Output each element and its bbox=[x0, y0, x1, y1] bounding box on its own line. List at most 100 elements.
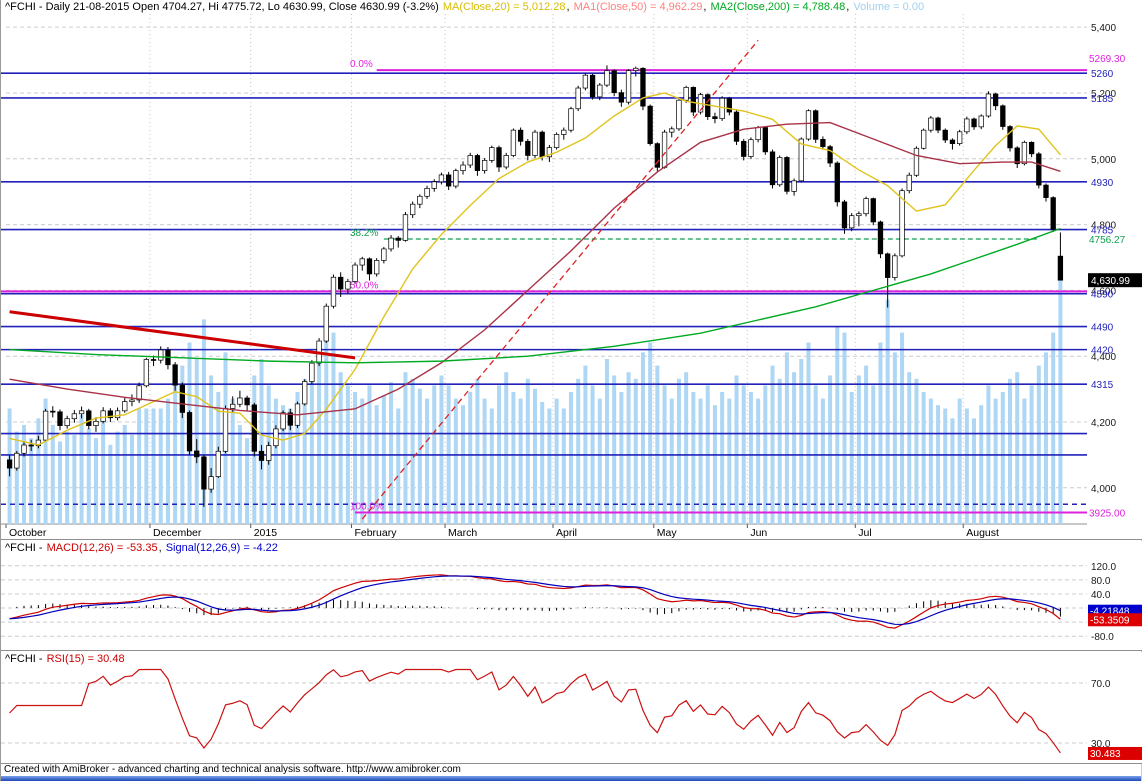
candle bbox=[114, 410, 121, 419]
candle bbox=[877, 221, 884, 255]
candle bbox=[194, 450, 200, 458]
candle bbox=[6, 459, 13, 469]
candle bbox=[374, 260, 380, 275]
candle bbox=[179, 384, 185, 413]
candle bbox=[892, 255, 898, 278]
fib-price-label: 4756.27 bbox=[1089, 235, 1126, 246]
candle bbox=[985, 93, 992, 117]
support-resistance-lines[interactable] bbox=[1, 72, 1087, 506]
fib-pct-label: 38.2% bbox=[350, 228, 378, 239]
x-axis-label: May bbox=[657, 527, 678, 539]
candle bbox=[633, 67, 639, 71]
candle bbox=[366, 258, 373, 275]
x-axis-label: March bbox=[448, 527, 477, 539]
candle bbox=[510, 129, 517, 156]
candle bbox=[1014, 147, 1020, 165]
ma50-line bbox=[9, 121, 1061, 416]
candle bbox=[1050, 197, 1056, 230]
rsi-axis-label: 70.0 bbox=[1091, 679, 1111, 690]
candle bbox=[460, 164, 466, 171]
candle bbox=[172, 364, 178, 386]
candle bbox=[834, 162, 840, 203]
price-axis-label: 4,000 bbox=[1091, 484, 1116, 495]
candle bbox=[935, 117, 941, 131]
candle bbox=[712, 116, 718, 119]
volume-bars bbox=[7, 276, 1063, 524]
down-trendline[interactable] bbox=[9, 310, 356, 360]
price-axis-label: 4,600 bbox=[1091, 286, 1116, 297]
fib-pct-label: 50.0% bbox=[350, 280, 378, 291]
candle bbox=[122, 401, 128, 412]
candle bbox=[928, 117, 934, 131]
candle bbox=[921, 129, 927, 149]
level-label: 4785 bbox=[1091, 226, 1114, 237]
rsi-axis-label: 30.0 bbox=[1091, 739, 1111, 750]
fibonacci-lines[interactable] bbox=[1, 69, 1087, 514]
candle bbox=[532, 131, 538, 156]
candle bbox=[827, 146, 833, 164]
candle bbox=[856, 213, 862, 217]
candle bbox=[813, 110, 819, 140]
candle bbox=[280, 412, 286, 430]
x-axis-label: October bbox=[9, 527, 47, 539]
candle bbox=[647, 105, 653, 144]
rsi-value-box bbox=[1088, 746, 1142, 760]
candle bbox=[309, 362, 315, 382]
price-axis-label: 4,200 bbox=[1091, 418, 1116, 429]
candle bbox=[42, 410, 49, 441]
macd-line bbox=[9, 574, 1061, 629]
macd-value-label: -53.3509 bbox=[1090, 615, 1130, 626]
candle bbox=[618, 92, 625, 103]
candle bbox=[906, 174, 912, 192]
candle bbox=[640, 67, 646, 107]
candle bbox=[625, 70, 632, 103]
candle bbox=[143, 359, 149, 387]
x-axis-label: August bbox=[966, 527, 999, 539]
level-label: 4490 bbox=[1091, 323, 1114, 334]
candle bbox=[971, 118, 977, 128]
x-axis-label: 2015 bbox=[254, 527, 278, 539]
candle bbox=[1036, 153, 1042, 186]
candle bbox=[769, 151, 776, 186]
candle bbox=[726, 97, 732, 113]
candle bbox=[489, 147, 495, 161]
candle bbox=[942, 129, 948, 141]
candle bbox=[741, 140, 747, 157]
candle bbox=[1043, 184, 1049, 198]
candle bbox=[568, 108, 574, 131]
macd-signal-line bbox=[9, 575, 1061, 626]
candle bbox=[654, 143, 661, 168]
candle bbox=[841, 201, 848, 229]
rsi-chart-canvas[interactable]: 70.0 30.030.483 bbox=[1, 652, 1142, 764]
macd-chart-canvas[interactable]: 120.080.040.00.0-40.0-80.0-4.21848-53.35… bbox=[1, 541, 1142, 651]
candle bbox=[791, 180, 797, 192]
fib-price-label: 5269.30 bbox=[1089, 54, 1126, 65]
candle bbox=[388, 237, 394, 250]
macd-axis-label: 120.0 bbox=[1091, 562, 1116, 573]
fib-price-label: 3925.00 bbox=[1089, 508, 1126, 519]
candle bbox=[14, 452, 20, 469]
x-axis-label: December bbox=[153, 527, 202, 539]
footer-credit: Created with AmiBroker - advanced charti… bbox=[1, 764, 1141, 776]
price-axis-label: 5,400 bbox=[1091, 23, 1116, 34]
candle bbox=[244, 397, 250, 406]
candle bbox=[402, 214, 409, 241]
candle bbox=[669, 128, 675, 133]
level-label: 4930 bbox=[1091, 178, 1114, 189]
candle bbox=[1007, 126, 1013, 149]
candle bbox=[445, 174, 452, 187]
candle bbox=[86, 410, 92, 426]
main-chart-canvas[interactable]: 4,000 4,200 4,400 4,600 4,800 5,000 5,200 5,400… bbox=[1, 0, 1142, 540]
main-chart-panel: ^FCHI - Daily 21-08-2015 Open 4704.27, H… bbox=[1, 0, 1142, 540]
candle bbox=[748, 139, 754, 157]
candle bbox=[863, 198, 869, 215]
candle bbox=[431, 181, 437, 189]
candle bbox=[733, 111, 740, 142]
price-axis-label: 4,400 bbox=[1091, 352, 1116, 363]
macd-value-box bbox=[1088, 613, 1142, 627]
candle bbox=[589, 74, 596, 98]
macd-axis-label: 80.0 bbox=[1091, 576, 1111, 587]
candle bbox=[323, 305, 329, 342]
candle bbox=[71, 413, 78, 420]
rising-dashed-trendline[interactable] bbox=[361, 39, 759, 520]
